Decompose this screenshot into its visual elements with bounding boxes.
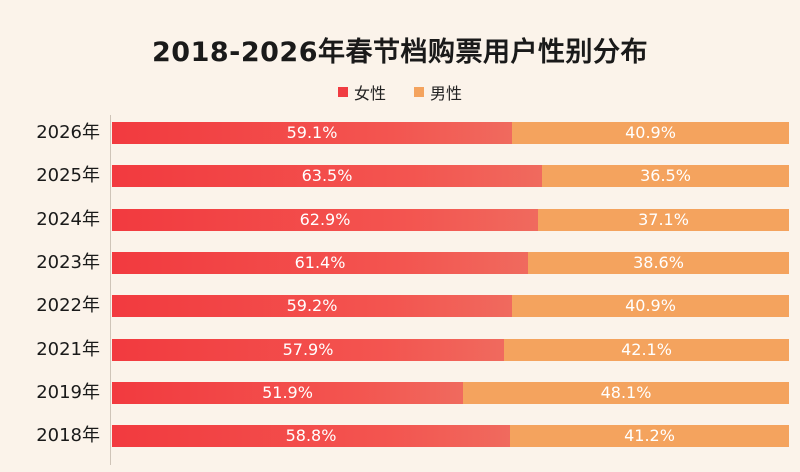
- y-tick-label: 2024年: [36, 208, 100, 230]
- bar-female: 58.8%: [112, 425, 510, 448]
- data-label-male: 48.1%: [600, 382, 652, 402]
- data-label-female: 58.8%: [285, 426, 337, 446]
- data-label-female: 57.9%: [282, 339, 334, 359]
- legend-swatch-female: [337, 87, 348, 97]
- data-label-female: 59.2%: [286, 296, 338, 316]
- data-label-female: 59.1%: [286, 123, 338, 142]
- data-label-male: 37.1%: [638, 209, 689, 229]
- bar-female: 59.2%: [112, 295, 512, 318]
- bar-male: 38.6%: [528, 251, 789, 274]
- y-tick-label: 2026年: [36, 122, 100, 143]
- bar-male: 42.1%: [504, 338, 789, 361]
- data-label-male: 42.1%: [621, 339, 672, 359]
- bar-male: 40.9%: [512, 122, 789, 144]
- data-label-female: 61.4%: [294, 252, 346, 272]
- bar-male: 41.2%: [510, 425, 789, 448]
- data-label-female: 51.9%: [262, 382, 313, 402]
- y-tick-label: 2018年: [36, 425, 100, 447]
- y-tick-label: 2025年: [36, 165, 100, 187]
- data-label-male: 41.2%: [624, 426, 675, 446]
- bar-male: 36.5%: [542, 165, 789, 188]
- y-tick-label: 2019年: [36, 381, 100, 403]
- y-tick-label: 2022年: [36, 295, 100, 317]
- bar-female: 51.9%: [112, 381, 463, 404]
- legend-item-male: 男性: [414, 80, 462, 104]
- y-tick-label: 2023年: [36, 251, 100, 273]
- bar-female: 63.5%: [112, 165, 542, 188]
- bar-female: 62.9%: [112, 208, 538, 231]
- bar-female: 61.4%: [112, 251, 528, 274]
- legend-label-male: 男性: [430, 84, 463, 103]
- legend: 女性 男性: [0, 80, 800, 104]
- bar-male: 40.9%: [512, 295, 789, 318]
- data-label-male: 38.6%: [633, 252, 684, 272]
- bar-male: 48.1%: [463, 381, 789, 404]
- y-axis-line: [110, 115, 111, 465]
- legend-label-female: 女性: [353, 84, 386, 103]
- data-label-male: 36.5%: [640, 166, 691, 186]
- bar-male: 37.1%: [538, 208, 789, 231]
- chart-title: 2018-2026年春节档购票用户性别分布: [152, 37, 648, 68]
- bar-female: 57.9%: [112, 338, 504, 361]
- data-label-female: 63.5%: [301, 166, 353, 186]
- data-label-male: 40.9%: [625, 123, 676, 142]
- data-label-male: 40.9%: [625, 296, 676, 316]
- legend-item-female: 女性: [337, 80, 386, 104]
- data-label-female: 62.9%: [299, 209, 351, 229]
- y-tick-label: 2021年: [36, 338, 100, 360]
- legend-swatch-male: [414, 87, 424, 97]
- bar-female: 59.1%: [112, 122, 512, 144]
